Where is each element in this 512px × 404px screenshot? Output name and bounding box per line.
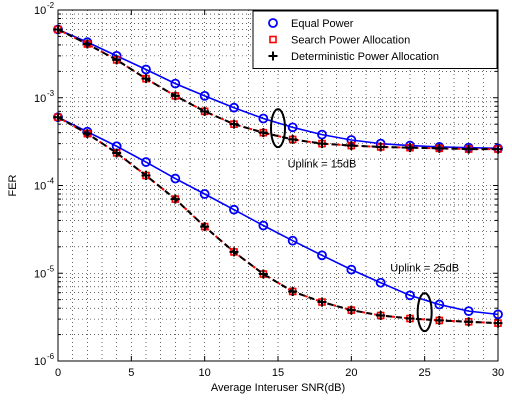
series-2-point <box>493 144 503 154</box>
y-tick-label-base: 10 <box>34 268 46 280</box>
y-tick-label-base: 10 <box>34 181 46 193</box>
series-5-point <box>405 314 415 324</box>
x-tick-label: 20 <box>345 367 357 379</box>
series-3 <box>53 112 503 320</box>
y-tick-label-base: 10 <box>34 356 46 368</box>
x-tick-label: 30 <box>492 367 504 379</box>
series-5-point <box>53 112 63 122</box>
series-3-point <box>287 235 298 246</box>
series-3-point <box>317 250 327 261</box>
y-tick-label-base: 10 <box>34 93 46 105</box>
x-axis-title: Average Interuser SNR(dB) <box>211 382 345 394</box>
series-2-point <box>258 128 268 138</box>
series-2-point <box>376 142 386 152</box>
series-5-point <box>434 315 444 325</box>
x-tick-label: 0 <box>55 367 61 379</box>
series-2-point <box>82 39 92 49</box>
series-2-point <box>405 143 415 153</box>
series-0-point <box>141 64 151 75</box>
series-2-point <box>288 134 298 144</box>
series-line <box>57 28 499 150</box>
y-tick-label-base: 10 <box>34 5 46 17</box>
annotation-label: Uplink = 15dB <box>288 159 357 171</box>
series-3-point <box>493 309 503 320</box>
y-tick-label-exponent: -3 <box>47 89 55 98</box>
series-0-point <box>229 102 239 113</box>
series-0-point <box>287 122 298 133</box>
y-tick-label-exponent: -4 <box>47 177 55 186</box>
legend-1-point <box>269 35 277 44</box>
series-3-point <box>229 204 239 215</box>
series-5-point <box>376 311 386 320</box>
series-0-point <box>170 78 181 89</box>
y-tick-label-exponent: -2 <box>47 1 55 10</box>
series-2-point <box>112 55 122 65</box>
series-5-point <box>258 269 268 279</box>
series-2-point <box>464 144 474 154</box>
series-3-point <box>141 157 151 167</box>
series-0-point <box>199 90 210 101</box>
y-axis-title: FER <box>7 174 19 196</box>
legend-entry-label: Equal Power <box>291 18 354 30</box>
annotation-label: Uplink = 25dB <box>390 262 459 274</box>
series-0-point <box>317 129 327 140</box>
series-5-point <box>288 286 298 296</box>
series-3-point <box>258 220 269 231</box>
series-5-point <box>493 318 503 328</box>
series-5-point <box>200 222 210 232</box>
annotation-ellipse <box>416 292 433 333</box>
series-5-point <box>317 297 327 307</box>
series-group <box>53 24 503 328</box>
series-3-point <box>463 306 474 317</box>
legend-entry-label: Search Power Allocation <box>291 35 410 47</box>
y-tick-label-exponent: -5 <box>47 264 55 273</box>
series-2-point <box>170 91 180 101</box>
series-2-point <box>317 139 327 149</box>
annotation-ellipse <box>270 108 286 149</box>
series-line <box>57 116 499 325</box>
series-3-point <box>346 264 357 275</box>
legend-2-point <box>268 51 278 61</box>
series-5-point <box>464 317 474 327</box>
series-5 <box>53 112 503 328</box>
y-tick-label-exponent: -6 <box>47 352 55 361</box>
series-2-point <box>229 119 239 129</box>
legend-0-point <box>268 18 278 28</box>
series-3-point <box>199 189 210 199</box>
x-tick-label: 15 <box>272 367 284 379</box>
series-line <box>57 116 499 316</box>
series-2-point <box>200 106 210 116</box>
series-2-point <box>434 143 444 153</box>
series-3-point <box>375 277 386 288</box>
series-2 <box>53 24 503 154</box>
legend-entry-label: Deterministic Power Allocation <box>291 51 439 63</box>
series-3-point <box>170 173 181 184</box>
series-0-point <box>258 113 269 124</box>
series-0 <box>53 24 503 154</box>
annotations: Uplink = 15dB Uplink = 25dB <box>270 108 459 333</box>
x-tick-label: 5 <box>128 367 134 379</box>
series-2-point <box>53 24 63 34</box>
series-5-point <box>170 194 180 204</box>
series-2-point <box>346 141 356 151</box>
series-2-point <box>141 74 151 84</box>
series-3-point <box>434 299 445 310</box>
series-5-point <box>141 171 151 181</box>
x-tick-label: 10 <box>199 367 211 379</box>
legend: Equal Power Search Power Allocation Determ… <box>252 10 498 69</box>
series-5-point <box>346 305 356 315</box>
series-line <box>57 28 498 151</box>
x-tick-label: 25 <box>419 367 431 379</box>
series-5-point <box>229 247 239 257</box>
series-3-point <box>405 290 415 301</box>
series-5-point <box>82 129 92 139</box>
series-5-point <box>112 148 122 158</box>
legend-box <box>252 10 498 69</box>
